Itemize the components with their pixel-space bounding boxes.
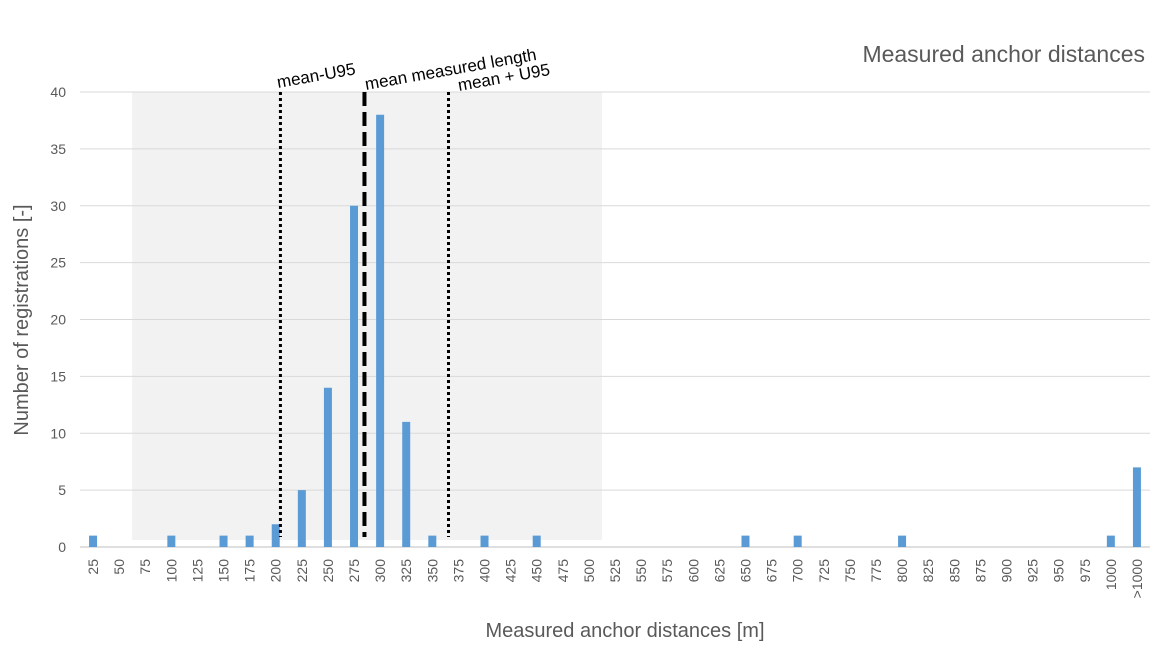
x-tick-label: >1000 — [1129, 559, 1145, 599]
annotation-mean-minus-u95: mean-U95 — [275, 59, 356, 91]
x-tick-label: 775 — [868, 559, 884, 583]
bars — [89, 114, 1141, 547]
x-tick-label: 625 — [711, 559, 727, 583]
x-tick-label: 325 — [398, 559, 414, 583]
bar — [741, 535, 750, 547]
x-tick-label: 350 — [424, 559, 440, 583]
x-tick-label: 1000 — [1103, 559, 1119, 590]
bar — [350, 205, 359, 547]
x-tick-label: 875 — [972, 559, 988, 583]
x-tick-label: 500 — [581, 559, 597, 583]
bar — [898, 535, 907, 547]
x-tick-label: 425 — [503, 559, 519, 583]
x-tick-label: 275 — [346, 559, 362, 583]
x-axis-title: Measured anchor distances [m] — [485, 620, 764, 642]
bar — [428, 535, 437, 547]
x-tick-label: 750 — [842, 559, 858, 583]
y-tick-label: 35 — [50, 141, 66, 157]
bar — [1132, 467, 1141, 547]
bar — [167, 535, 176, 547]
y-tick-label: 25 — [50, 255, 66, 271]
x-tick-label: 75 — [137, 559, 153, 575]
x-tick-label: 675 — [764, 559, 780, 583]
bar — [376, 114, 385, 547]
x-tick-label: 525 — [607, 559, 623, 583]
y-axis-title: Number of registrations [-] — [11, 204, 33, 435]
x-tick-label: 150 — [216, 559, 232, 583]
x-tick-label: 225 — [294, 559, 310, 583]
x-tick-label: 50 — [111, 559, 127, 575]
x-tick-label: 400 — [477, 559, 493, 583]
bar — [271, 524, 280, 547]
x-tick-label: 725 — [816, 559, 832, 583]
x-tick-label: 600 — [685, 559, 701, 583]
x-tick-label: 200 — [268, 559, 284, 583]
x-tick-label: 575 — [659, 559, 675, 583]
bar — [245, 535, 254, 547]
x-tick-label: 125 — [189, 559, 205, 583]
bar — [1106, 535, 1115, 547]
x-tick-label: 25 — [85, 559, 101, 575]
x-tick-label: 300 — [372, 559, 388, 583]
shaded-range — [132, 92, 602, 540]
y-tick-label: 15 — [50, 368, 66, 384]
bar — [219, 535, 228, 547]
y-tick-label: 30 — [50, 198, 66, 214]
x-tick-label: 250 — [320, 559, 336, 583]
gridlines — [80, 91, 1150, 548]
y-tick-label: 20 — [50, 312, 66, 328]
bar — [402, 421, 411, 547]
x-tick-label: 975 — [1077, 559, 1093, 583]
y-tick-labels: 0 5 10 15 20 25 30 35 40 — [50, 84, 66, 555]
bar — [480, 535, 489, 547]
x-tick-label: 825 — [920, 559, 936, 583]
chart-title: Measured anchor distances — [862, 41, 1145, 67]
y-tick-label: 0 — [58, 539, 66, 555]
x-tick-label: 900 — [998, 559, 1014, 583]
x-tick-label: 800 — [894, 559, 910, 583]
shaded-region-layer — [132, 92, 602, 540]
x-tick-label: 925 — [1025, 559, 1041, 583]
y-tick-label: 40 — [50, 84, 66, 100]
x-tick-labels: 25 50 75 100 125 150 175 200 225 250 275 300 325 350 3… — [85, 559, 1145, 599]
x-tick-label: 450 — [529, 559, 545, 583]
x-tick-label: 850 — [946, 559, 962, 583]
bar — [89, 535, 98, 547]
bar — [532, 535, 541, 547]
reference-lines — [278, 92, 450, 537]
x-tick-label: 475 — [555, 559, 571, 583]
bar — [793, 535, 802, 547]
x-tick-label: 375 — [450, 559, 466, 583]
y-tick-label: 10 — [50, 425, 66, 441]
bar — [297, 490, 306, 547]
x-tick-label: 550 — [633, 559, 649, 583]
x-tick-label: 700 — [790, 559, 806, 583]
y-tick-label: 5 — [58, 482, 66, 498]
x-tick-label: 650 — [737, 559, 753, 583]
x-tick-label: 100 — [163, 559, 179, 583]
x-tick-label: 175 — [242, 559, 258, 583]
x-tick-label: 950 — [1051, 559, 1067, 583]
bar — [323, 387, 332, 547]
